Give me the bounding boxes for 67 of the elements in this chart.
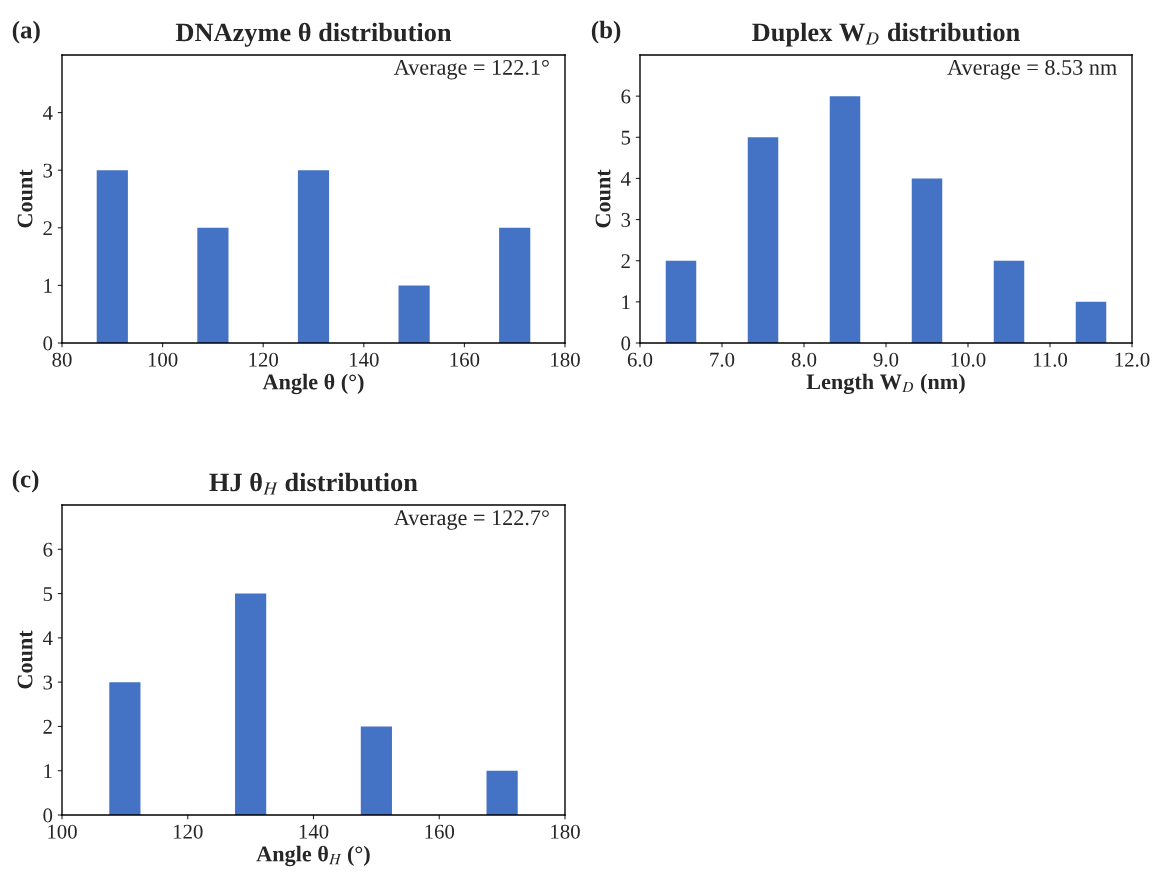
chart-title: HJ θ$_{H}$ distribution [209,472,418,495]
x-tick-label: 11.0 [1033,352,1068,367]
x-tick-label: 140 [350,352,379,367]
x-tick-label: 9.0 [873,352,899,367]
y-tick-label: 0 [43,336,53,351]
y-tick-label: 4 [42,106,53,120]
x-tick-label: 7.0 [710,352,735,367]
bar [96,170,128,343]
x-tick-label: 10.0 [951,352,986,367]
bar [197,227,229,343]
x-tick-label: 8.0 [791,352,817,367]
x-axis-title: Angle θ (°) [262,373,364,395]
y-tick-label: 3 [43,675,53,690]
bar [911,178,943,343]
bar [486,770,518,815]
bar [993,260,1025,343]
text: (b) [591,20,621,44]
y-tick-label: 3 [43,163,53,178]
y-tick-label: 4 [42,631,53,646]
x-tick-label: 140 [299,824,329,839]
x-tick-label: 160 [450,352,480,367]
x-tick-label: 180 [551,824,580,839]
bar [360,726,392,815]
bar [499,227,531,343]
x-tick-label: 120 [173,824,203,839]
y-tick-label: 4 [620,171,631,186]
x-tick-label: 80 [52,352,72,367]
y-tick-label: 1 [44,764,52,778]
chart-title: Duplex W$_{D}$ distribution [752,22,1020,47]
y-tick-label: 1 [44,278,52,293]
y-axis-title: Count [17,630,33,689]
y-tick-label: 6 [43,542,53,557]
annotation: Average = 8.53 nm [947,59,1117,80]
y-tick-label: 2 [621,254,630,268]
bar [398,285,430,343]
bar [235,593,267,815]
x-tick-label: 180 [551,352,580,367]
chart-title: DNAzyme θ distribution [175,22,452,47]
y-tick-label: 0 [621,336,631,351]
text: (c) [12,469,39,493]
bar [747,137,779,343]
y-tick-label: 6 [621,89,631,104]
y-tick-label: 0 [43,808,53,823]
x-axis-title: Angle θ$_{H}$ (°) [256,845,370,867]
bar [297,170,330,343]
x-tick-label: 100 [148,352,178,367]
bar [109,682,141,815]
annotation: Average = 122.7° [393,510,549,530]
y-tick-label: 1 [622,295,630,310]
x-tick-label: 12.0 [1115,352,1150,367]
x-tick-label: 6.0 [627,352,653,367]
x-tick-label: 120 [249,352,279,367]
text: (a) [12,20,40,44]
annotation: Average = 122.1° [393,59,549,80]
y-axis-title: Count [595,169,611,228]
bar [665,260,697,343]
y-tick-label: 5 [43,587,53,601]
y-tick-label: 2 [43,221,52,236]
x-tick-label: 100 [48,824,77,839]
y-tick-label: 2 [43,719,52,734]
x-axis-title: Length W$_{D}$ (nm) [806,373,965,395]
bar [1075,301,1107,343]
x-tick-label: 160 [425,824,455,839]
y-tick-label: 5 [621,130,631,145]
y-axis-title: Count [17,169,33,228]
y-tick-label: 3 [621,213,631,227]
bar [829,96,861,343]
